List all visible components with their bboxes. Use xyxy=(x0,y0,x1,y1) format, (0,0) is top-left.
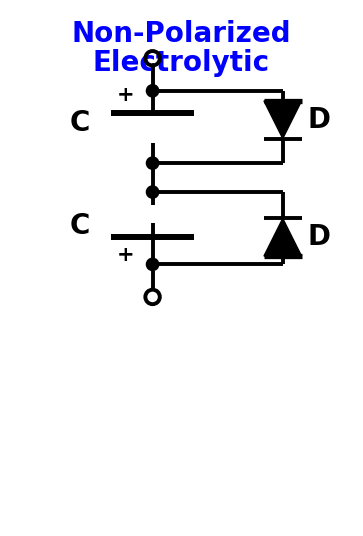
Circle shape xyxy=(146,258,159,271)
Circle shape xyxy=(146,186,159,198)
Text: C: C xyxy=(70,212,90,240)
Text: Non-Polarized: Non-Polarized xyxy=(72,20,291,48)
Text: +: + xyxy=(117,245,134,265)
Text: D: D xyxy=(307,224,330,251)
Polygon shape xyxy=(264,219,302,256)
Text: C: C xyxy=(70,109,90,137)
Text: Electrolytic: Electrolytic xyxy=(93,49,270,77)
Circle shape xyxy=(146,85,159,97)
Text: +: + xyxy=(117,85,134,105)
Polygon shape xyxy=(264,101,302,138)
Circle shape xyxy=(146,157,159,169)
Text: D: D xyxy=(307,106,330,134)
